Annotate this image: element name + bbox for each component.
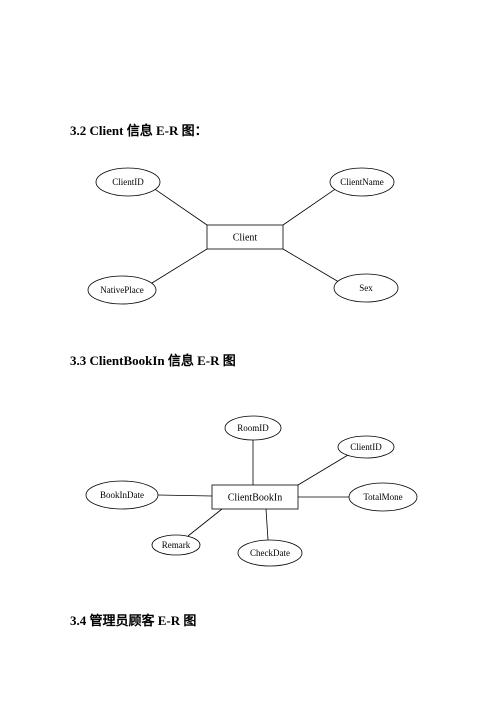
svg-text:ClientID: ClientID [350, 442, 382, 452]
er-diagram-client: Client ClientID ClientName NativePlace Sex [70, 160, 420, 310]
svg-text:RoomID: RoomID [237, 423, 269, 433]
er-diagram-clientbookin: ClientBookIn RoomID ClientID TotalMone Check… [60, 405, 440, 575]
heading-3-2: 3.2 Client 信息 E-R 图： [70, 120, 208, 139]
svg-text:ClientBookIn: ClientBookIn [228, 492, 282, 503]
svg-text:TotalMone: TotalMone [363, 492, 402, 502]
svg-text:NativePlace: NativePlace [100, 285, 143, 295]
svg-text:CheckDate: CheckDate [250, 548, 290, 558]
svg-text:Sex: Sex [359, 283, 373, 293]
heading-3-3: 3.3 ClientBookIn 信息 E-R 图 [70, 350, 236, 369]
svg-text:Client: Client [233, 232, 258, 243]
heading-3-4: 3.4 管理员顾客 E-R 图 [70, 610, 196, 629]
document-page: 3.2 Client 信息 E-R 图： ClientClientIDClien… [0, 0, 500, 707]
svg-text:ClientName: ClientName [340, 177, 384, 187]
svg-text:BookInDate: BookInDate [100, 490, 144, 500]
svg-text:Remark: Remark [162, 540, 191, 550]
svg-text:ClientID: ClientID [112, 177, 144, 187]
